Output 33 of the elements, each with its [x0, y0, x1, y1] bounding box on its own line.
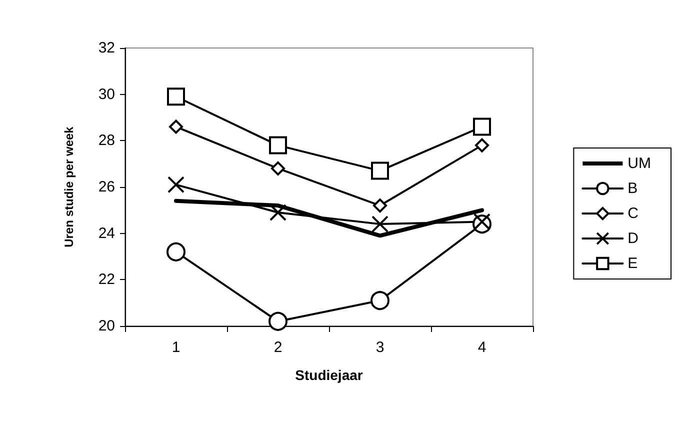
y-tick-label: 28	[98, 132, 115, 150]
y-tick-label: 22	[98, 271, 115, 288]
point	[269, 136, 287, 154]
x-tick-label: 1	[172, 339, 180, 356]
x-tick-label: 4	[478, 339, 486, 356]
y-tick-label: 30	[98, 86, 115, 103]
point	[475, 138, 489, 152]
y-tick-label: 24	[98, 224, 115, 242]
point	[372, 216, 388, 233]
legend-label: D	[628, 230, 639, 247]
point	[371, 162, 389, 180]
x-axis-title: Studiejaar	[295, 367, 364, 383]
point	[169, 120, 183, 134]
point	[271, 161, 285, 176]
legend-label: E	[628, 255, 638, 272]
point	[168, 176, 184, 194]
y-axis-title: Uren studie per week	[62, 126, 76, 248]
legend-label: UM	[628, 155, 651, 172]
legend-label: C	[628, 205, 639, 222]
x-tick-label: 3	[376, 339, 384, 356]
y-tick-label: 20	[98, 318, 115, 334]
point	[166, 242, 186, 262]
point	[268, 312, 288, 331]
point	[167, 88, 185, 106]
y-tick-label: 32	[98, 40, 115, 56]
point	[473, 118, 491, 136]
point	[370, 291, 390, 310]
point	[474, 213, 490, 230]
point	[270, 204, 286, 221]
point	[373, 198, 387, 213]
y-tick-label: 26	[98, 178, 115, 196]
x-tick-label: 2	[274, 339, 282, 356]
legend-label: B	[628, 180, 638, 197]
